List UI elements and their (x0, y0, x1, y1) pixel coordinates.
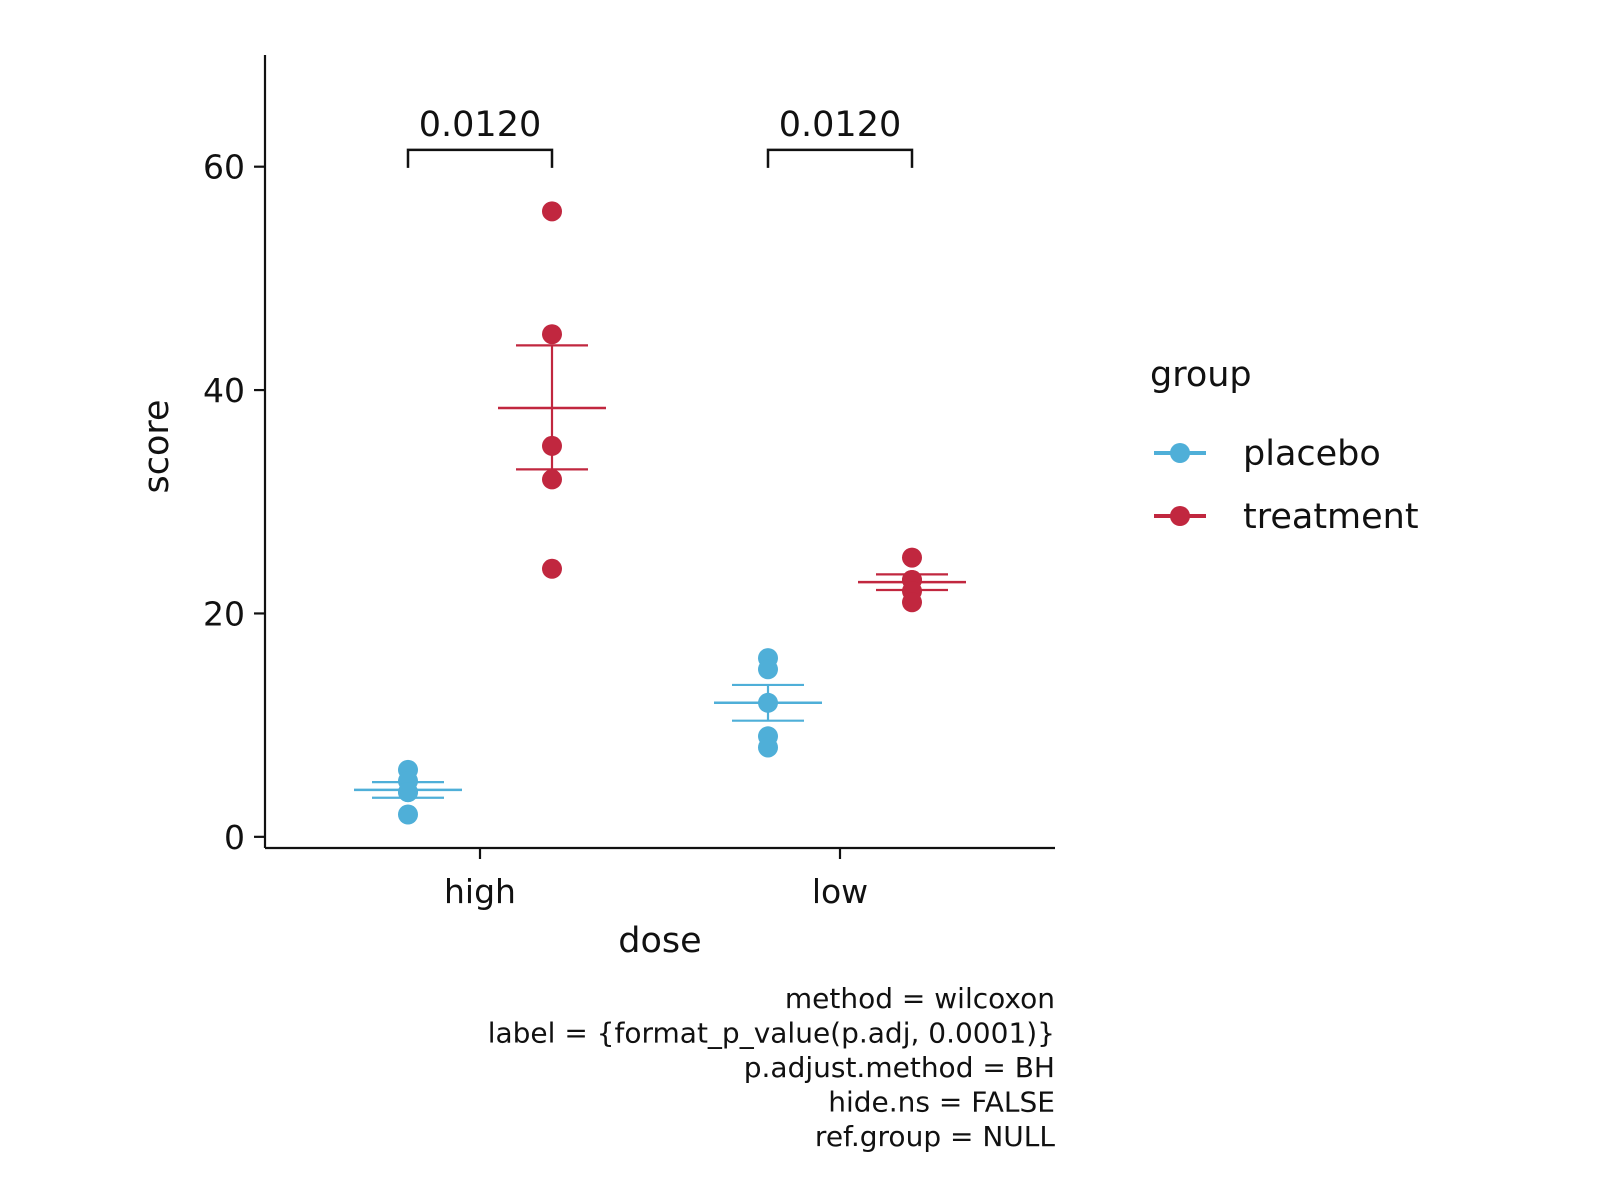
data-point-treatment (542, 435, 562, 456)
data-point-placebo (398, 782, 418, 803)
y-tick-label: 20 (203, 594, 245, 633)
caption-line: hide.ns = FALSE (828, 1086, 1055, 1119)
x-tick-label: low (812, 872, 868, 911)
caption-line: label = {format_p_value(p.adj, 0.0001)} (488, 1017, 1055, 1050)
legend-key-point (1170, 506, 1190, 526)
y-tick-label: 40 (203, 371, 245, 410)
legend-key-point (1170, 443, 1190, 463)
data-point-treatment (542, 201, 562, 222)
data-point-treatment (542, 324, 562, 345)
legend-label-placebo: placebo (1243, 434, 1381, 474)
data-point-treatment (542, 469, 562, 490)
caption-line: method = wilcoxon (785, 982, 1055, 1015)
y-tick-label: 0 (224, 818, 245, 857)
data-point-placebo (398, 804, 418, 825)
axes: 0 20 40 60 high low dose score (137, 55, 1055, 961)
comparison-bracket (406, 148, 554, 168)
data-point-treatment (902, 592, 922, 613)
data-point-placebo (758, 737, 778, 758)
p-value-label: 0.0120 (419, 105, 541, 145)
x-axis-title: dose (618, 921, 701, 961)
caption-line: ref.group = NULL (815, 1120, 1055, 1153)
summary-bars (354, 344, 966, 799)
y-tick-label: 60 (203, 148, 245, 187)
data-point-placebo (758, 659, 778, 680)
comparison-bracket (766, 148, 914, 168)
p-value-label: 0.0120 (779, 105, 901, 145)
legend-label-treatment: treatment (1243, 497, 1419, 537)
p-value-brackets: 0.0120 0.0120 (406, 105, 914, 168)
data-point-placebo (758, 692, 778, 713)
data-point-treatment (542, 558, 562, 579)
y-axis-title: score (137, 399, 177, 493)
data-points (398, 201, 922, 825)
data-point-treatment (902, 547, 922, 568)
legend: group placebo treatment (1150, 355, 1419, 537)
x-tick-label: high (444, 872, 516, 911)
legend-title: group (1150, 355, 1252, 395)
caption-line: p.adjust.method = BH (744, 1051, 1055, 1084)
